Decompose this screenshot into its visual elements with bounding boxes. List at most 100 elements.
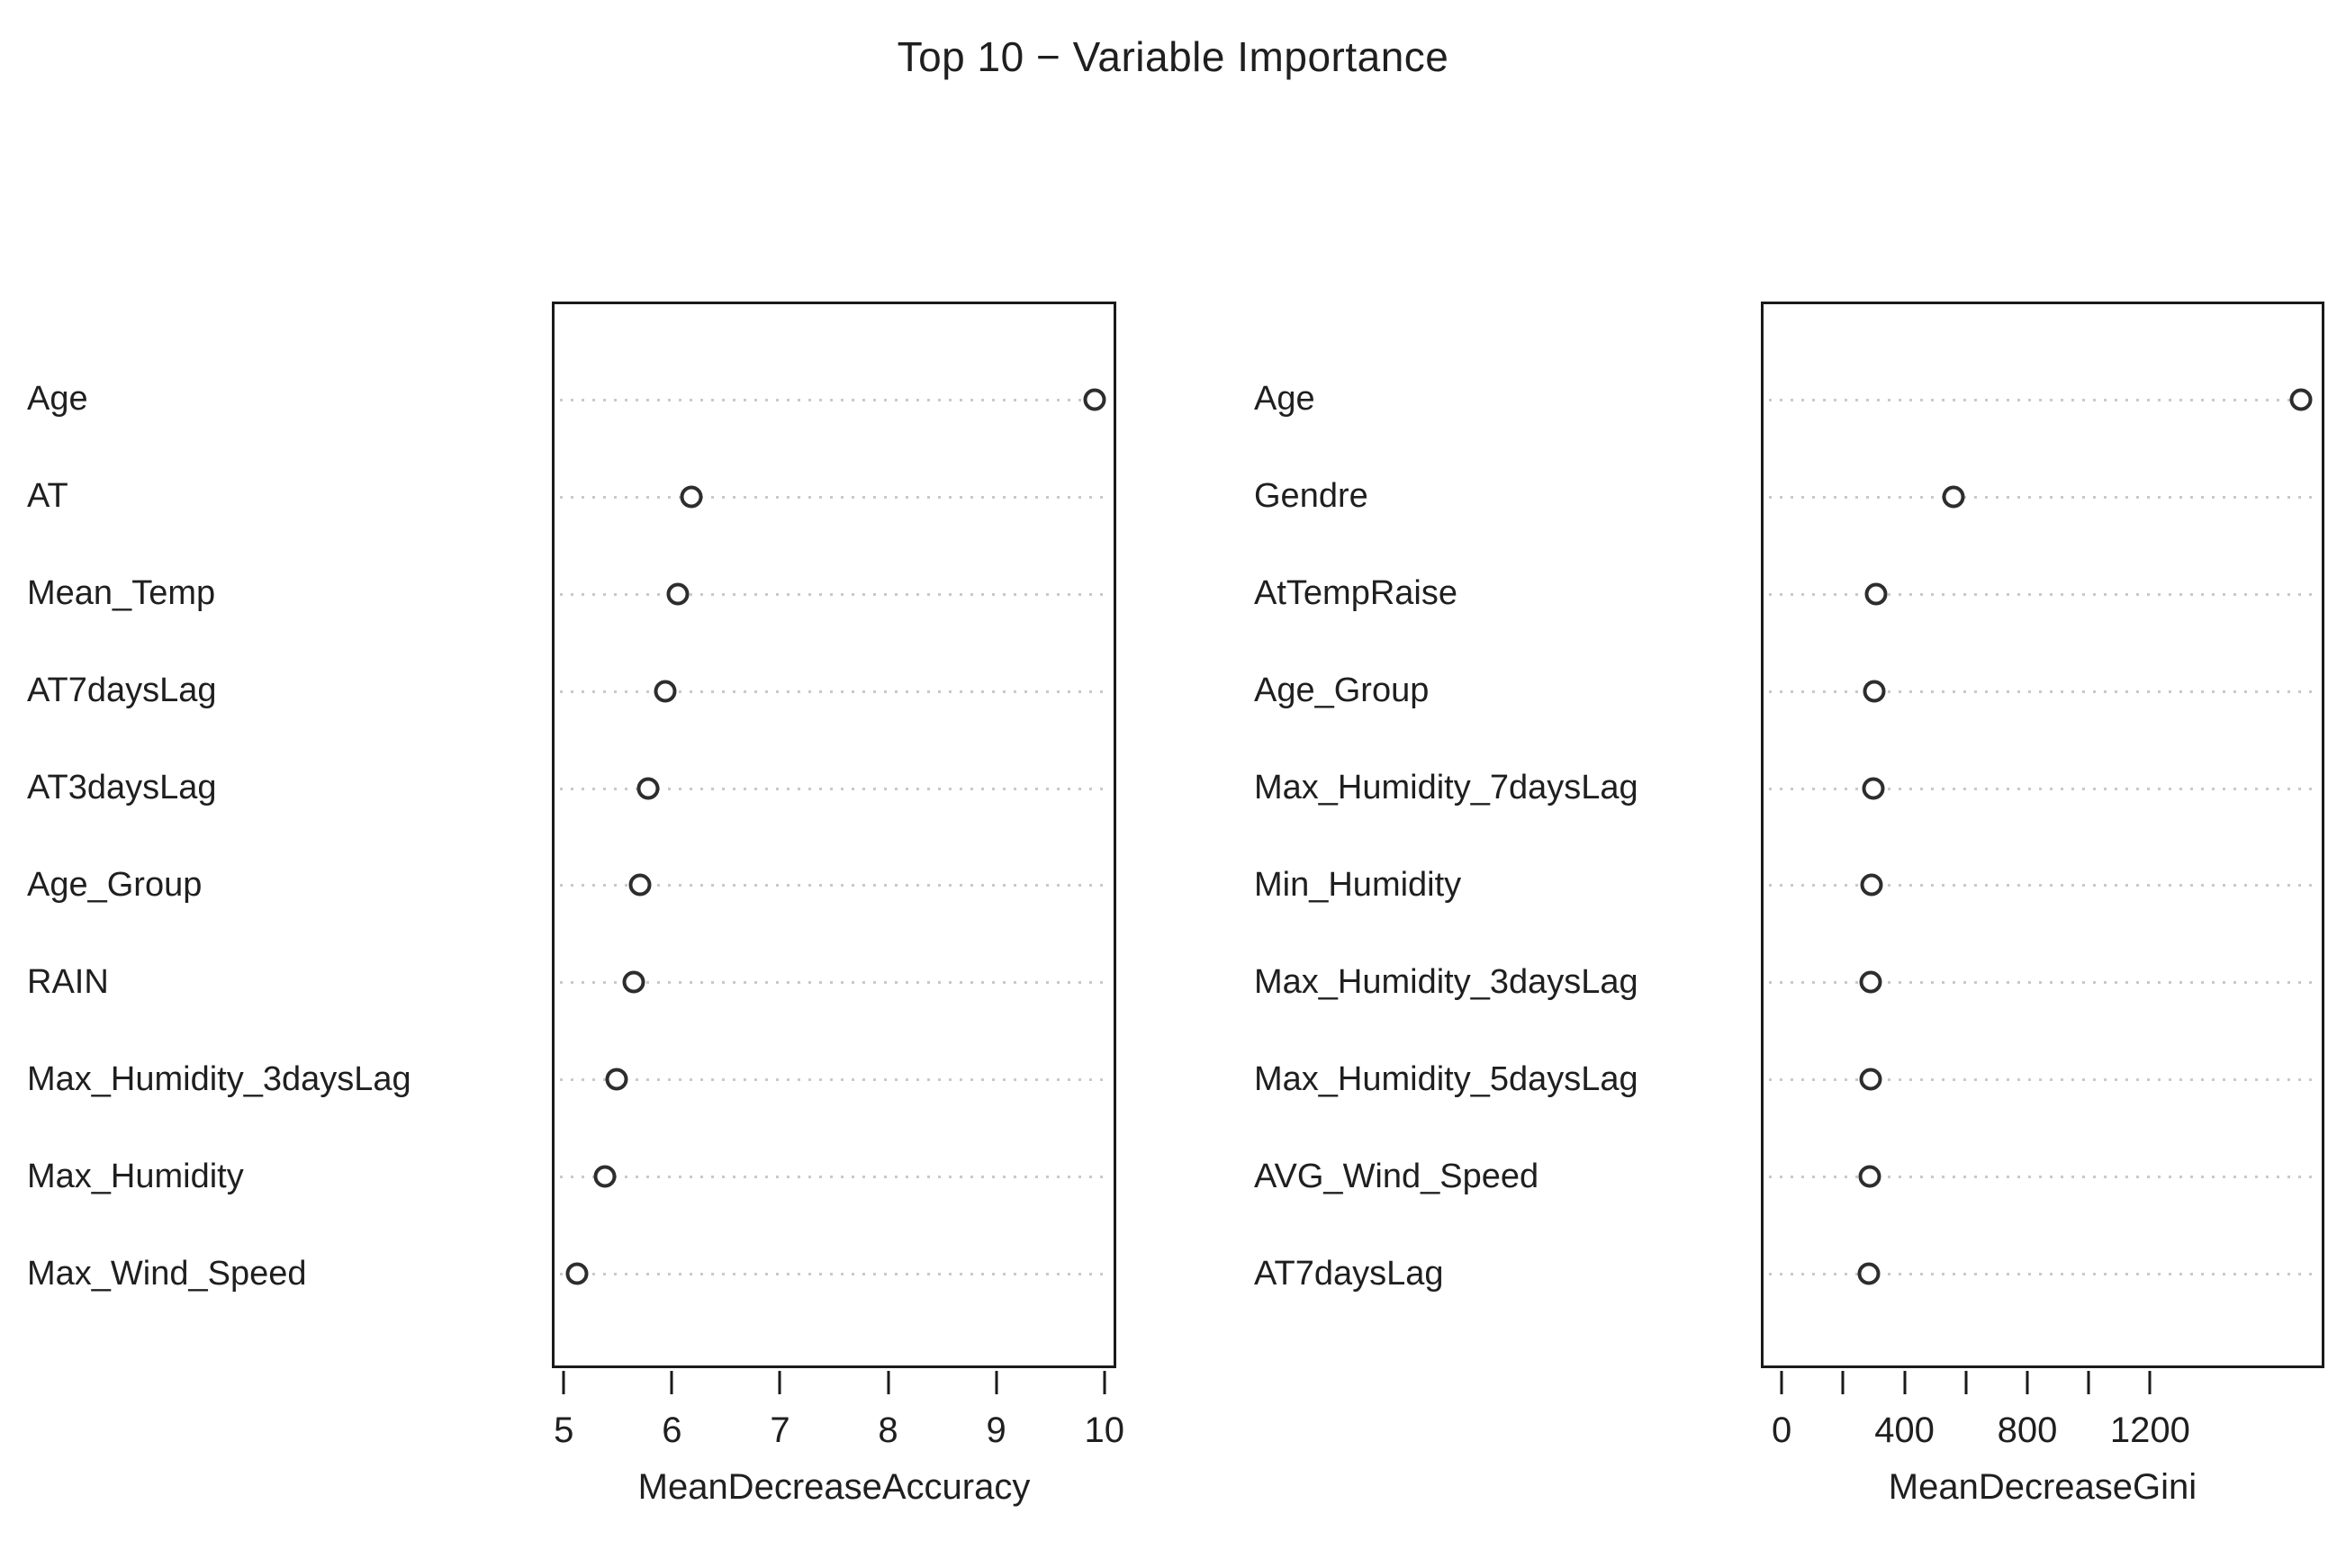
data-point bbox=[1083, 388, 1106, 411]
dotted-leader-line bbox=[560, 884, 1108, 888]
accuracy-x-axis-label: MeanDecreaseAccuracy bbox=[637, 1467, 1031, 1507]
dot-row bbox=[555, 545, 1114, 643]
variable-label: Max_Wind_Speed bbox=[27, 1254, 307, 1293]
data-point bbox=[565, 1262, 589, 1285]
variable-label: Age_Group bbox=[1254, 671, 1430, 710]
accuracy-variable-labels-column: Age AT Mean_Temp AT7daysLag AT3daysLag Age_Gr… bbox=[27, 302, 531, 1368]
data-point bbox=[666, 582, 690, 606]
data-point bbox=[1857, 1262, 1881, 1285]
data-point bbox=[1864, 582, 1888, 606]
accuracy-plot-area bbox=[552, 302, 1116, 1368]
variable-label: Gendre bbox=[1254, 477, 1368, 516]
data-point bbox=[1942, 485, 1965, 509]
axis-tick-mark bbox=[887, 1371, 890, 1394]
axis-tick-mark bbox=[1841, 1371, 1845, 1394]
dotted-leader-line bbox=[560, 1176, 1108, 1179]
variable-label: Mean_Temp bbox=[27, 574, 216, 613]
dot-row bbox=[1764, 643, 2322, 740]
dot-row bbox=[1764, 1031, 2322, 1128]
variable-label: Max_Humidity_7daysLag bbox=[1254, 769, 1638, 807]
variable-label: Max_Humidity bbox=[27, 1157, 244, 1195]
variable-label: Max_Humidity_3daysLag bbox=[1254, 962, 1638, 1001]
data-point bbox=[654, 680, 677, 703]
dotted-leader-line bbox=[1769, 592, 2316, 596]
dotted-leader-line bbox=[1769, 1078, 2316, 1082]
axis-tick-label: 9 bbox=[986, 1410, 1006, 1450]
dotted-leader-line bbox=[560, 981, 1108, 985]
axis-tick-mark bbox=[778, 1371, 781, 1394]
axis-tick-label: 5 bbox=[554, 1410, 574, 1450]
dotted-leader-line bbox=[1769, 689, 2316, 693]
dot-row bbox=[555, 1225, 1114, 1322]
variable-label: AT bbox=[27, 477, 68, 516]
dotted-leader-line bbox=[560, 1078, 1108, 1082]
variable-label: Age_Group bbox=[27, 865, 203, 904]
data-point bbox=[593, 1165, 617, 1188]
axis-tick-mark bbox=[2026, 1371, 2029, 1394]
dot-row bbox=[555, 643, 1114, 740]
axis-tick-label: 10 bbox=[1084, 1410, 1125, 1450]
axis-tick-mark bbox=[2087, 1371, 2090, 1394]
accuracy-x-axis: 5 6 7 8 9 10 bbox=[552, 1371, 1124, 1479]
data-point bbox=[628, 873, 652, 897]
variable-label: AVG_Wind_Speed bbox=[1254, 1157, 1539, 1195]
axis-tick-label: 8 bbox=[878, 1410, 898, 1450]
dot-row bbox=[555, 933, 1114, 1031]
variable-label: AT7daysLag bbox=[1254, 1254, 1444, 1293]
dot-row bbox=[555, 1128, 1114, 1225]
data-point bbox=[622, 970, 645, 994]
axis-tick-mark bbox=[1964, 1371, 1968, 1394]
dotted-leader-line bbox=[1769, 495, 2316, 499]
gini-x-axis-label: MeanDecreaseGini bbox=[1888, 1467, 2197, 1507]
dot-row bbox=[555, 1031, 1114, 1128]
dot-row bbox=[1764, 351, 2322, 448]
variable-label: Age bbox=[1254, 380, 1315, 419]
axis-tick-mark bbox=[1103, 1371, 1106, 1394]
dotted-leader-line bbox=[560, 1273, 1108, 1276]
dotted-leader-line bbox=[560, 787, 1108, 790]
dotted-leader-line bbox=[560, 495, 1108, 499]
dot-row bbox=[1764, 448, 2322, 545]
dotted-leader-line bbox=[1769, 787, 2316, 790]
axis-tick-label: 1200 bbox=[2109, 1410, 2190, 1450]
axis-tick-mark bbox=[670, 1371, 673, 1394]
variable-label: Max_Humidity_5daysLag bbox=[1254, 1059, 1638, 1098]
data-point bbox=[1860, 873, 1883, 897]
data-point bbox=[1858, 1165, 1881, 1188]
variable-label: AtTempRaise bbox=[1254, 574, 1457, 613]
dotted-leader-line bbox=[560, 689, 1108, 693]
variable-label: Age bbox=[27, 380, 88, 419]
data-point bbox=[680, 485, 703, 509]
dot-row bbox=[555, 448, 1114, 545]
data-point bbox=[1863, 680, 1886, 703]
axis-tick-mark bbox=[2148, 1371, 2152, 1394]
dotted-leader-line bbox=[560, 592, 1108, 596]
data-point bbox=[605, 1068, 628, 1091]
data-point bbox=[2289, 388, 2313, 411]
dot-row bbox=[1764, 1225, 2322, 1322]
axis-tick-mark bbox=[1903, 1371, 1907, 1394]
variable-label: AT3daysLag bbox=[27, 769, 217, 807]
dotted-leader-line bbox=[1769, 1273, 2316, 1276]
dot-row bbox=[555, 351, 1114, 448]
axis-tick-mark bbox=[1780, 1371, 1783, 1394]
dot-row bbox=[1764, 933, 2322, 1031]
dotted-leader-line bbox=[1769, 398, 2316, 401]
dotted-leader-line bbox=[1769, 981, 2316, 985]
data-point bbox=[1862, 777, 1885, 800]
axis-tick-label: 0 bbox=[1772, 1410, 1792, 1450]
axis-tick-label: 7 bbox=[770, 1410, 790, 1450]
data-point bbox=[1859, 970, 1882, 994]
axis-tick-label: 6 bbox=[662, 1410, 682, 1450]
dot-row bbox=[1764, 545, 2322, 643]
axis-tick-label: 800 bbox=[1997, 1410, 2058, 1450]
gini-plot-area bbox=[1761, 302, 2324, 1368]
dot-row bbox=[1764, 1128, 2322, 1225]
variable-label: AT7daysLag bbox=[27, 671, 217, 710]
gini-x-axis: 0 400 800 1200 bbox=[1761, 1371, 2324, 1479]
variable-label: Min_Humidity bbox=[1254, 865, 1462, 904]
variable-label: Max_Humidity_3daysLag bbox=[27, 1059, 411, 1098]
dot-row bbox=[555, 740, 1114, 837]
dotted-leader-line bbox=[1769, 1176, 2316, 1179]
